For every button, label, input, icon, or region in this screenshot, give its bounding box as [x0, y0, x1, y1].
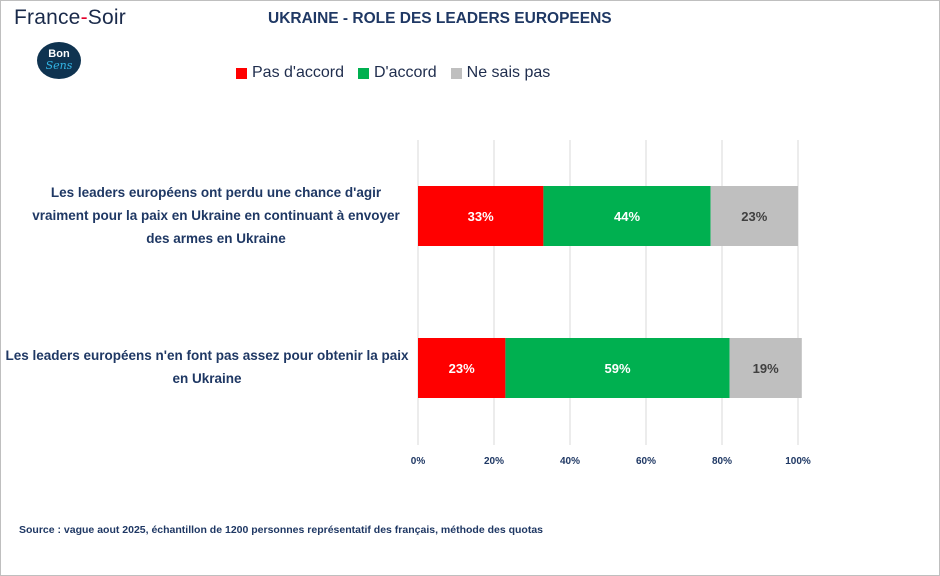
- x-tick-label: 0%: [411, 456, 426, 467]
- brand-logo: France-Soir: [14, 6, 126, 29]
- data-label-2-2: 59%: [604, 361, 630, 376]
- legend-swatch-daccord: [358, 67, 369, 79]
- x-tick-label: 80%: [712, 456, 732, 467]
- chart-title: UKRAINE - ROLE DES LEADERS EUROPEENS: [268, 10, 612, 27]
- bon-sens-logo: Bon Sens: [37, 42, 81, 79]
- legend-swatch-pas-daccord: [236, 67, 247, 79]
- legend-item-pas-daccord: Pas d'accord: [236, 64, 344, 82]
- data-label-2-1: 23%: [449, 361, 475, 376]
- x-tick-label: 40%: [560, 456, 580, 467]
- x-tick-label: 60%: [636, 456, 656, 467]
- x-tick-label: 20%: [484, 456, 504, 467]
- bar-segment-2-2: [505, 338, 730, 398]
- bar-segment-2-3: [729, 338, 802, 398]
- bar-segment-1-1: [418, 186, 544, 246]
- data-label-1-1: 33%: [468, 209, 494, 224]
- legend: Pas d'accord D'accord Ne sais pas: [236, 64, 564, 82]
- data-label-2-3: 19%: [753, 361, 779, 376]
- category-label-2: Les leaders européens n'en font pas asse…: [5, 348, 409, 386]
- bar-segment-2-1: [418, 338, 506, 398]
- legend-item-ne-sais-pas: Ne sais pas: [450, 64, 550, 82]
- data-label-1-3: 23%: [741, 209, 767, 224]
- data-label-1-2: 44%: [614, 209, 640, 224]
- legend-item-daccord: D'accord: [358, 64, 437, 82]
- category-label-1: Les leaders européens ont perdu une chan…: [32, 185, 400, 246]
- bar-segment-1-2: [543, 186, 711, 246]
- source-note: Source : vague aout 2025, échantillon de…: [19, 524, 544, 536]
- bar-segment-1-3: [710, 186, 798, 246]
- legend-swatch-ne-sais-pas: [450, 67, 462, 79]
- x-tick-label: 100%: [785, 456, 811, 467]
